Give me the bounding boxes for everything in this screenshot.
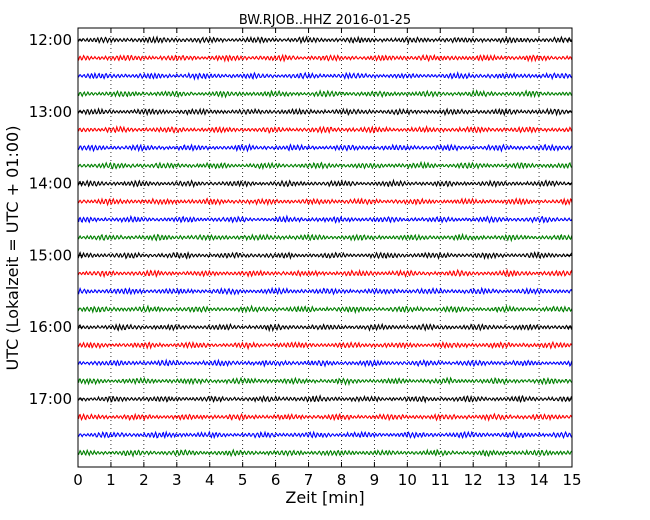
x-tick-label-4: 4 <box>205 471 215 489</box>
trace-row-10 <box>77 214 573 225</box>
trace-row-7 <box>77 160 573 171</box>
x-tick-label-12: 12 <box>464 471 483 489</box>
x-tick-label-7: 7 <box>304 471 314 489</box>
x-tick-label-3: 3 <box>172 471 182 489</box>
y-tick-label-5: 17:00 <box>29 390 72 408</box>
trace-row-16 <box>77 322 573 333</box>
y-axis-label: UTC (Lokalzeit = UTC + 01:00) <box>3 126 22 371</box>
x-tick-label-0: 0 <box>73 471 83 489</box>
trace-row-15 <box>77 304 573 315</box>
x-tick-label-14: 14 <box>530 471 549 489</box>
x-tick-label-10: 10 <box>398 471 417 489</box>
x-axis-label: Zeit [min] <box>285 488 364 507</box>
trace-row-5 <box>77 124 573 135</box>
trace-row-3 <box>77 88 573 99</box>
trace-row-9 <box>77 197 573 207</box>
trace-row-19 <box>77 376 573 387</box>
y-tick-label-1: 13:00 <box>29 103 72 121</box>
x-tick-label-8: 8 <box>337 471 347 489</box>
x-tick-label-15: 15 <box>562 471 581 489</box>
x-tick-label-11: 11 <box>431 471 450 489</box>
trace-row-2 <box>77 71 573 81</box>
trace-row-17 <box>77 340 573 351</box>
trace-row-8 <box>77 178 573 189</box>
x-tick-label-9: 9 <box>370 471 380 489</box>
trace-row-22 <box>77 430 573 440</box>
chart-title: BW.RJOB..HHZ 2016-01-25 <box>239 13 411 28</box>
x-tick-label-6: 6 <box>271 471 281 489</box>
trace-row-14 <box>77 286 573 296</box>
y-axis-ticks: 12:00 13:00 14:00 15:00 16:00 17:00 <box>29 31 572 408</box>
x-tick-label-1: 1 <box>106 471 116 489</box>
trace-row-18 <box>77 358 573 368</box>
trace-row-4 <box>77 107 573 117</box>
y-tick-label-4: 16:00 <box>29 318 72 336</box>
x-tick-label-13: 13 <box>497 471 516 489</box>
trace-row-13 <box>77 268 573 279</box>
trace-row-20 <box>77 394 573 404</box>
trace-row-6 <box>77 143 573 153</box>
trace-row-0 <box>78 35 573 45</box>
trace-row-11 <box>77 232 573 243</box>
trace-row-12 <box>77 250 573 261</box>
y-tick-label-2: 14:00 <box>29 175 72 193</box>
y-tick-label-3: 15:00 <box>29 246 72 264</box>
trace-row-21 <box>77 412 573 423</box>
plot-frame <box>77 27 573 468</box>
trace-row-1 <box>77 53 573 63</box>
trace-row-23 <box>77 448 573 458</box>
seismogram-traces <box>77 35 573 458</box>
x-tick-label-5: 5 <box>238 471 248 489</box>
y-tick-label-0: 12:00 <box>29 31 72 49</box>
x-axis-ticks: 0 1 2 3 4 5 6 7 8 9 10 11 12 13 14 15 <box>73 28 582 489</box>
x-tick-label-2: 2 <box>139 471 149 489</box>
